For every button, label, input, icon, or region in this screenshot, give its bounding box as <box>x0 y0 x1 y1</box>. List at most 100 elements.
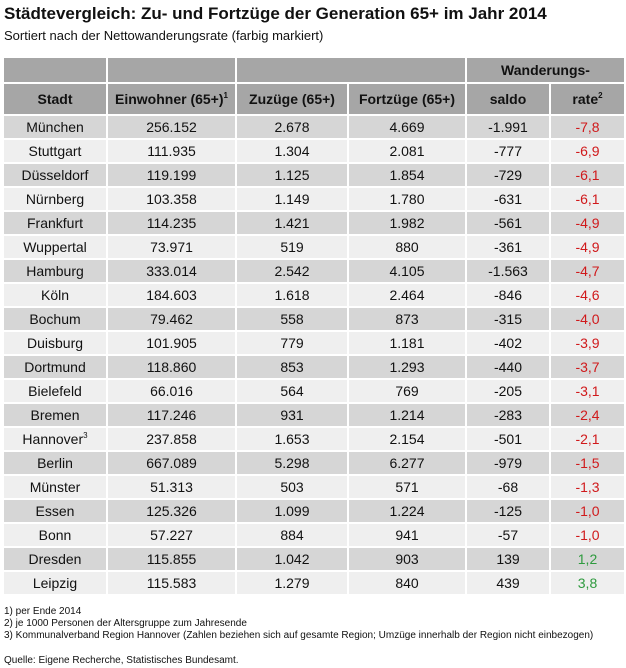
cell-stadt: Bielefeld <box>4 380 106 402</box>
cell-stadt: Berlin <box>4 452 106 474</box>
cell-saldo: -205 <box>467 380 549 402</box>
cell-fortzuege: 769 <box>349 380 465 402</box>
table-row: Duisburg 101.905 779 1.181 -402 -3,9 <box>4 332 624 354</box>
table-row: Köln 184.603 1.618 2.464 -846 -4,6 <box>4 284 624 306</box>
header-einwohner: Einwohner (65+)1 <box>108 84 235 114</box>
cell-fortzuege: 903 <box>349 548 465 570</box>
footnote: 3) Kommunalverband Region Hannover (Zahl… <box>4 630 594 641</box>
table-row: Dresden 115.855 1.042 903 139 1,2 <box>4 548 624 570</box>
table-row: Hannover3 237.858 1.653 2.154 -501 -2,1 <box>4 428 624 450</box>
cell-zuzuege: 779 <box>237 332 347 354</box>
cell-saldo: -125 <box>467 500 549 522</box>
cell-einwohner: 51.313 <box>108 476 235 498</box>
cell-fortzuege: 1.780 <box>349 188 465 210</box>
cell-fortzuege: 873 <box>349 308 465 330</box>
cell-saldo: -729 <box>467 164 549 186</box>
page-title: Städtevergleich: Zu- und Fortzüge der Ge… <box>4 4 547 23</box>
table-row: Bonn 57.227 884 941 -57 -1,0 <box>4 524 624 546</box>
footnote: 1) per Ende 2014 <box>4 606 82 617</box>
cell-rate: -1,0 <box>551 524 624 546</box>
cell-einwohner: 79.462 <box>108 308 235 330</box>
cell-einwohner: 237.858 <box>108 428 235 450</box>
cell-saldo: 439 <box>467 572 549 594</box>
cell-fortzuege: 1.214 <box>349 404 465 426</box>
page-subtitle: Sortiert nach der Nettowanderungsrate (f… <box>4 28 324 43</box>
city-comparison-table: Wanderungs- Stadt Einwohner (65+)1 Zuzüg… <box>2 56 626 596</box>
cell-saldo: -57 <box>467 524 549 546</box>
cell-stadt: Stuttgart <box>4 140 106 162</box>
cell-saldo: -979 <box>467 452 549 474</box>
cell-zuzuege: 1.653 <box>237 428 347 450</box>
cell-saldo: -68 <box>467 476 549 498</box>
cell-stadt: Dresden <box>4 548 106 570</box>
cell-zuzuege: 558 <box>237 308 347 330</box>
cell-einwohner: 101.905 <box>108 332 235 354</box>
cell-rate: -2,4 <box>551 404 624 426</box>
cell-saldo: -283 <box>467 404 549 426</box>
table-row: Berlin 667.089 5.298 6.277 -979 -1,5 <box>4 452 624 474</box>
header-rate: rate2 <box>551 84 624 114</box>
table-row: Dortmund 118.860 853 1.293 -440 -3,7 <box>4 356 624 378</box>
cell-zuzuege: 5.298 <box>237 452 347 474</box>
cell-einwohner: 125.326 <box>108 500 235 522</box>
cell-einwohner: 66.016 <box>108 380 235 402</box>
cell-rate: -1,3 <box>551 476 624 498</box>
cell-fortzuege: 2.154 <box>349 428 465 450</box>
cell-einwohner: 73.971 <box>108 236 235 258</box>
footnote: 2) je 1000 Personen der Altersgruppe zum… <box>4 618 247 629</box>
cell-stadt: Bonn <box>4 524 106 546</box>
cell-zuzuege: 884 <box>237 524 347 546</box>
table-row: Münster 51.313 503 571 -68 -1,3 <box>4 476 624 498</box>
cell-einwohner: 256.152 <box>108 116 235 138</box>
cell-einwohner: 667.089 <box>108 452 235 474</box>
cell-rate: -4,9 <box>551 236 624 258</box>
cell-saldo: -315 <box>467 308 549 330</box>
table-row: Bochum 79.462 558 873 -315 -4,0 <box>4 308 624 330</box>
cell-rate: -7,8 <box>551 116 624 138</box>
cell-stadt: Münster <box>4 476 106 498</box>
cell-saldo: 139 <box>467 548 549 570</box>
cell-fortzuege: 571 <box>349 476 465 498</box>
table-row: Bielefeld 66.016 564 769 -205 -3,1 <box>4 380 624 402</box>
cell-saldo: -631 <box>467 188 549 210</box>
cell-einwohner: 111.935 <box>108 140 235 162</box>
header-fortzuege: Fortzüge (65+) <box>349 84 465 114</box>
cell-saldo: -846 <box>467 284 549 306</box>
cell-stadt: Düsseldorf <box>4 164 106 186</box>
cell-rate: -3,9 <box>551 332 624 354</box>
cell-einwohner: 115.855 <box>108 548 235 570</box>
cell-einwohner: 57.227 <box>108 524 235 546</box>
cell-stadt: Leipzig <box>4 572 106 594</box>
table-row: Frankfurt 114.235 1.421 1.982 -561 -4,9 <box>4 212 624 234</box>
cell-rate: -6,1 <box>551 188 624 210</box>
cell-rate: -1,0 <box>551 500 624 522</box>
cell-stadt: Köln <box>4 284 106 306</box>
cell-einwohner: 184.603 <box>108 284 235 306</box>
cell-einwohner: 115.583 <box>108 572 235 594</box>
cell-saldo: -561 <box>467 212 549 234</box>
cell-fortzuege: 4.105 <box>349 260 465 282</box>
cell-fortzuege: 1.224 <box>349 500 465 522</box>
cell-fortzuege: 2.081 <box>349 140 465 162</box>
header-blank <box>108 58 235 82</box>
cell-zuzuege: 1.042 <box>237 548 347 570</box>
cell-rate: -3,1 <box>551 380 624 402</box>
cell-einwohner: 103.358 <box>108 188 235 210</box>
cell-zuzuege: 1.099 <box>237 500 347 522</box>
cell-rate: -4,7 <box>551 260 624 282</box>
cell-rate: 1,2 <box>551 548 624 570</box>
cell-fortzuege: 1.982 <box>349 212 465 234</box>
cell-fortzuege: 2.464 <box>349 284 465 306</box>
cell-zuzuege: 1.125 <box>237 164 347 186</box>
cell-saldo: -440 <box>467 356 549 378</box>
table-row: Hamburg 333.014 2.542 4.105 -1.563 -4,7 <box>4 260 624 282</box>
table-row: Düsseldorf 119.199 1.125 1.854 -729 -6,1 <box>4 164 624 186</box>
table-row: Bremen 117.246 931 1.214 -283 -2,4 <box>4 404 624 426</box>
cell-rate: -4,6 <box>551 284 624 306</box>
cell-einwohner: 118.860 <box>108 356 235 378</box>
cell-fortzuege: 840 <box>349 572 465 594</box>
cell-saldo: -361 <box>467 236 549 258</box>
cell-stadt: Essen <box>4 500 106 522</box>
cell-rate: -1,5 <box>551 452 624 474</box>
cell-einwohner: 117.246 <box>108 404 235 426</box>
